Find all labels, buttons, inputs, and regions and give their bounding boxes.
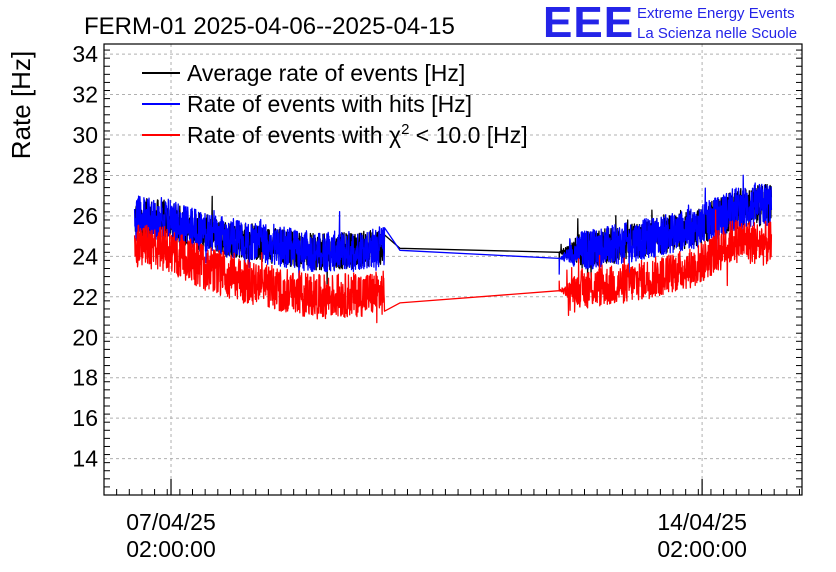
legend-label-3: Rate of events with χ2 < 10.0 [Hz]	[187, 121, 528, 148]
y-axis-label: Rate [Hz]	[6, 51, 36, 159]
y-tick-label: 32	[72, 82, 98, 108]
chart-title: FERM-01 2025-04-06--2025-04-15	[84, 13, 455, 40]
y-tick-label: 16	[72, 405, 98, 431]
eee-logo-line2: La Scienza nelle Scuole	[637, 25, 798, 42]
y-tick-label: 26	[72, 203, 98, 229]
y-tick-label: 30	[72, 122, 98, 148]
grid-layer	[104, 44, 802, 495]
y-tick-label: 20	[72, 324, 98, 350]
legend: Average rate of events [Hz] Rate of event…	[142, 60, 528, 148]
y-tick-label: 34	[72, 41, 98, 67]
plot-frame	[103, 43, 803, 496]
x-tick-label-date: 07/04/25	[126, 509, 216, 535]
legend-label-1: Average rate of events [Hz]	[187, 60, 465, 86]
eee-logo: EEE Extreme Energy Events La Scienza nel…	[543, 0, 833, 47]
x-tick-label-time: 02:00:00	[126, 536, 216, 562]
series-line-3	[133, 209, 773, 324]
eee-logo-mark: EEE	[543, 0, 635, 47]
y-tick-label: 14	[72, 446, 98, 472]
legend-label-2: Rate of events with hits [Hz]	[187, 91, 472, 117]
y-tick-label: 18	[72, 365, 98, 391]
series-line-2	[133, 174, 773, 282]
y-tick-label: 28	[72, 162, 98, 188]
y-tick-label: 22	[72, 284, 98, 310]
y-tick-label: 24	[72, 243, 98, 269]
x-tick-label-time: 02:00:00	[657, 536, 747, 562]
eee-logo-line1: Extreme Energy Events	[637, 5, 795, 22]
axes-layer: 141618202224262830323407/04/2502:00:0014…	[72, 41, 803, 562]
series-layer	[133, 174, 773, 324]
x-tick-label-date: 14/04/25	[657, 509, 747, 535]
